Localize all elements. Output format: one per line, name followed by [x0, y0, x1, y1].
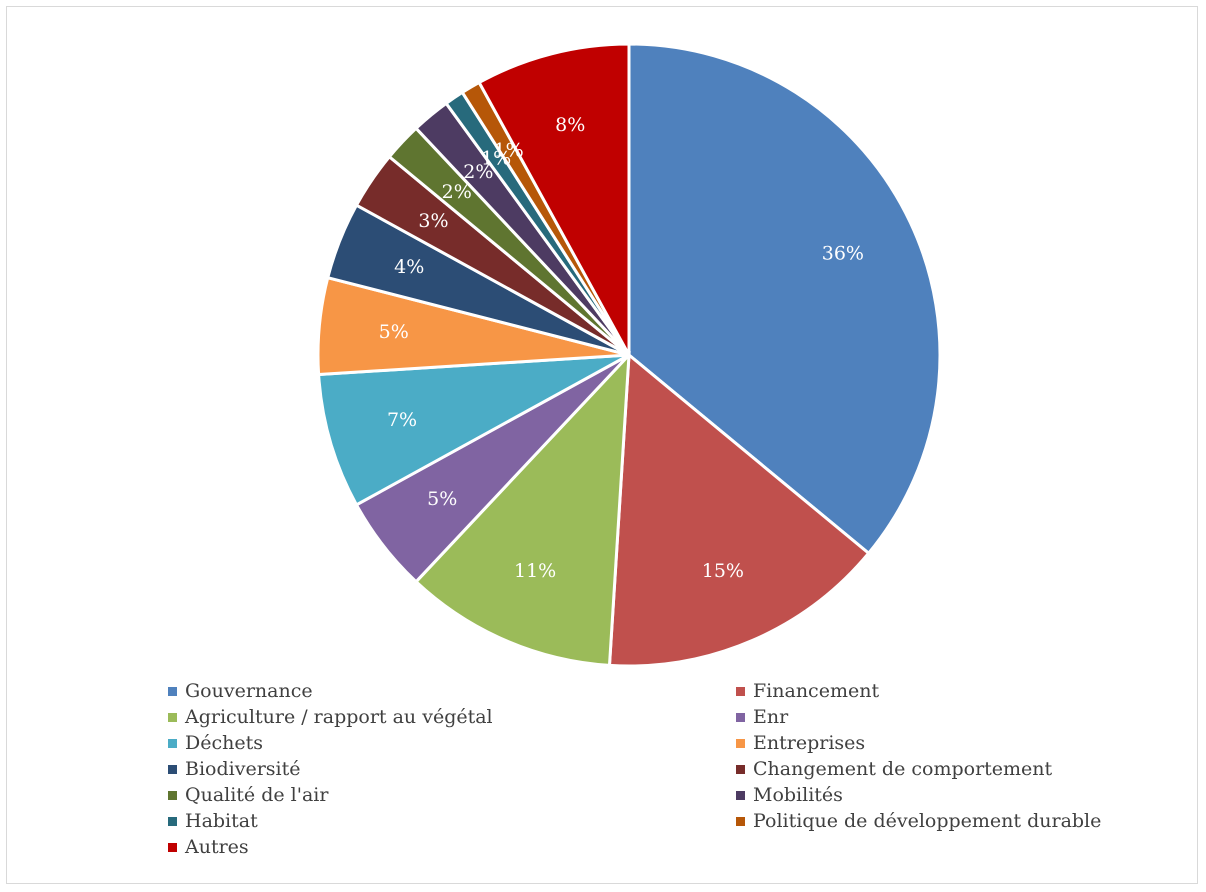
legend-item: Financement — [736, 678, 1128, 704]
legend-swatch — [736, 712, 745, 722]
legend-swatch — [168, 738, 177, 748]
pie-slice-3 — [413, 350, 631, 667]
legend-label: Changement de comportement — [753, 758, 1053, 780]
pie-data-labels: 36%15%11%5%7%5%4%3%2%2%1%1%8% — [379, 114, 864, 582]
pie-data-label: 11% — [514, 560, 556, 582]
pie-data-label: 36% — [822, 242, 864, 264]
legend-item: Changement de comportement — [736, 756, 1128, 782]
legend-item: Autres — [168, 834, 736, 860]
legend-label: Déchets — [185, 732, 263, 754]
pie-data-label: 2% — [442, 181, 472, 203]
pie-data-label: 7% — [387, 409, 417, 431]
legend-label: Enr — [753, 706, 789, 728]
legend-swatch — [168, 686, 177, 696]
legend-swatch — [168, 790, 177, 800]
legend-item: Entreprises — [736, 730, 1128, 756]
legend-item: Gouvernance — [168, 678, 736, 704]
legend-swatch — [736, 816, 745, 826]
legend-item: Déchets — [168, 730, 736, 756]
legend-item: Biodiversité — [168, 756, 736, 782]
pie-slice-13 — [477, 42, 631, 356]
pie-data-label: 1% — [481, 148, 511, 170]
legend-item: Mobilités — [736, 782, 1128, 808]
pie-slices — [316, 42, 942, 668]
legend-swatch — [168, 712, 177, 722]
legend-label: Politique de développement durable — [753, 810, 1102, 832]
legend-swatch — [168, 842, 177, 852]
legend-swatch — [736, 764, 745, 774]
pie-data-label: 1% — [494, 140, 524, 162]
pie-data-label: 3% — [418, 210, 448, 232]
legend-item: Enr — [736, 704, 1128, 730]
pie-slice-2 — [607, 351, 871, 668]
legend-label: Biodiversité — [185, 758, 301, 780]
legend-label: Qualité de l'air — [185, 784, 329, 806]
legend: Gouvernance Financement Agriculture / rapp… — [168, 678, 1128, 860]
pie-data-label: 8% — [555, 114, 585, 136]
legend-label: Habitat — [185, 810, 258, 832]
pie-data-label: 5% — [379, 321, 409, 343]
legend-swatch — [736, 686, 745, 696]
legend-label: Agriculture / rapport au végétal — [185, 706, 493, 728]
legend-item: Politique de développement durable — [736, 808, 1128, 834]
legend-swatch — [736, 738, 745, 748]
legend-item: Agriculture / rapport au végétal — [168, 704, 736, 730]
pie-data-label: 4% — [394, 256, 424, 278]
legend-label: Entreprises — [753, 732, 866, 754]
pie-slice-5 — [317, 353, 630, 507]
legend-item: Qualité de l'air — [168, 782, 736, 808]
legend-item: Habitat — [168, 808, 736, 834]
pie-slice-1 — [627, 42, 942, 556]
legend-label: Autres — [185, 836, 249, 858]
legend-swatch — [736, 790, 745, 800]
pie-data-label: 15% — [702, 560, 744, 582]
legend-label: Gouvernance — [185, 680, 313, 702]
legend-label: Mobilités — [753, 784, 843, 806]
legend-swatch — [168, 816, 177, 826]
legend-swatch — [168, 764, 177, 774]
pie-data-label: 5% — [427, 488, 457, 510]
legend-label: Financement — [753, 680, 880, 702]
pie-data-label: 2% — [463, 161, 493, 183]
